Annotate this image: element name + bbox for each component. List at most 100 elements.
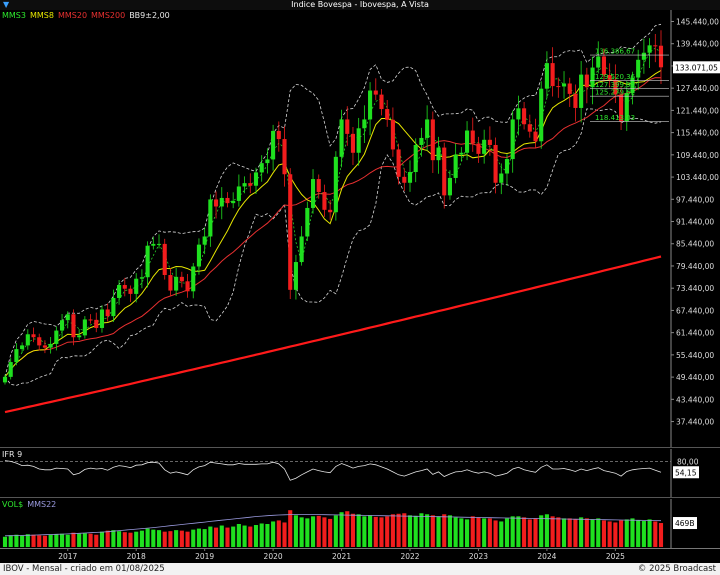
chevron-down-icon[interactable]: ▼	[3, 0, 10, 9]
candle-body	[339, 119, 344, 157]
y-tick-label: 115.440,00	[676, 129, 719, 138]
candle-body	[345, 119, 350, 134]
volume-bar	[653, 521, 658, 547]
candle-body	[214, 199, 219, 207]
volume-bar	[350, 513, 356, 547]
x-tick-label: 2023	[469, 552, 488, 561]
status-bar: IBOV - Mensal - criado em 01/08/2025 © 2…	[0, 563, 720, 575]
volume-bar	[636, 520, 641, 547]
volume-bar	[419, 513, 424, 547]
candle-body	[219, 197, 224, 207]
volume-bar	[607, 521, 612, 547]
volume-bar	[259, 523, 264, 547]
volume-bar	[54, 534, 59, 547]
candle-body	[253, 172, 259, 186]
chart-title: Indice Bovespa - Ibovespa, A Vista	[291, 0, 429, 9]
status-right: © 2025 Broadcast	[637, 564, 716, 574]
candle-body	[94, 319, 99, 328]
volume-bar	[299, 517, 304, 547]
title-bar: ▼ Indice Bovespa - Ibovespa, A Vista	[0, 0, 720, 10]
candle-body	[653, 45, 658, 47]
candle-body	[482, 139, 487, 154]
x-tick-label: 2020	[264, 552, 283, 561]
ifr-chart[interactable]: 80,00 54,15	[0, 449, 720, 498]
price-chart[interactable]: 145.440,00139.440,00133.440,00127.440,00…	[0, 10, 720, 448]
volume-bar	[271, 521, 276, 547]
candle-body	[544, 63, 549, 89]
candle-body	[231, 200, 236, 204]
volume-bar	[48, 534, 53, 547]
candle-body	[168, 275, 173, 291]
candle-body	[630, 77, 635, 94]
candle-body	[151, 243, 156, 246]
candle-body	[328, 209, 333, 213]
volume-bar	[619, 520, 624, 547]
volume-bar	[590, 519, 595, 547]
volume-bar	[624, 519, 629, 547]
candle-body	[419, 137, 424, 145]
volume-bar	[539, 515, 544, 547]
volume-bar	[476, 517, 481, 547]
volume-bar	[425, 514, 430, 547]
volume-bar	[191, 529, 196, 547]
candle-body	[25, 334, 30, 346]
y-tick-label: 85.440,00	[676, 240, 714, 249]
candle-body	[293, 262, 298, 290]
volume-bar	[373, 516, 378, 547]
volume-bar	[573, 519, 578, 547]
ifr-line	[4, 460, 662, 481]
y-tick-label: 43.440,00	[676, 395, 714, 404]
x-axis: 2017 2018 2019 2020 2021 2022 2023 2024 2025	[0, 548, 720, 561]
candle-body	[42, 345, 47, 348]
candle-body	[236, 186, 241, 201]
fib-label: 129.520,36	[595, 73, 636, 81]
candle-body	[567, 83, 572, 94]
volume-bar	[544, 514, 549, 547]
fib-label: 136.386,67	[595, 48, 635, 56]
volume-bar	[156, 530, 162, 547]
volume-bar	[339, 512, 344, 547]
volume-bar	[533, 518, 538, 547]
candle-body	[499, 173, 504, 183]
volume-bar	[145, 528, 150, 547]
candle-body	[522, 108, 527, 125]
legend-bb9-2-00: BB9±2,00	[129, 11, 170, 20]
mms200-line	[4, 255, 662, 414]
candle-body	[596, 56, 601, 68]
volume-bar	[584, 518, 589, 547]
candle-body	[453, 154, 458, 178]
volume-bar	[276, 520, 281, 547]
candle-body	[493, 144, 498, 183]
volume-mms22-line	[4, 514, 662, 537]
fib-label: 125.279,62	[595, 89, 635, 97]
candle-body	[607, 74, 612, 80]
volume-bar	[504, 518, 510, 547]
volume-bar	[596, 518, 601, 547]
candle-body	[510, 119, 515, 160]
candle-body	[82, 319, 87, 336]
ifr-tick-label: 80,00	[677, 457, 699, 466]
candle-body	[459, 152, 464, 155]
candle-body	[14, 349, 19, 363]
volume-bar	[77, 533, 82, 547]
volume-bar	[253, 525, 259, 547]
volume-bar	[293, 515, 298, 547]
candle-body	[579, 74, 584, 108]
volume-bar	[601, 520, 607, 547]
volume-bar	[453, 517, 458, 547]
candle-body	[413, 144, 418, 173]
candle-body	[59, 320, 65, 331]
volume-bar	[225, 527, 230, 547]
candle-body	[225, 197, 230, 204]
volume-bar	[333, 515, 338, 547]
volume-chart[interactable]: 469B	[0, 499, 720, 548]
candle-body	[487, 139, 492, 145]
candle-body	[379, 94, 384, 110]
candle-body	[105, 309, 110, 317]
candle-body	[276, 130, 281, 140]
volume-bar	[379, 517, 384, 547]
last-value-label: 133.071,05	[675, 63, 718, 72]
candle-body	[407, 172, 413, 183]
volume-bar	[179, 530, 184, 547]
candle-body	[356, 128, 361, 153]
